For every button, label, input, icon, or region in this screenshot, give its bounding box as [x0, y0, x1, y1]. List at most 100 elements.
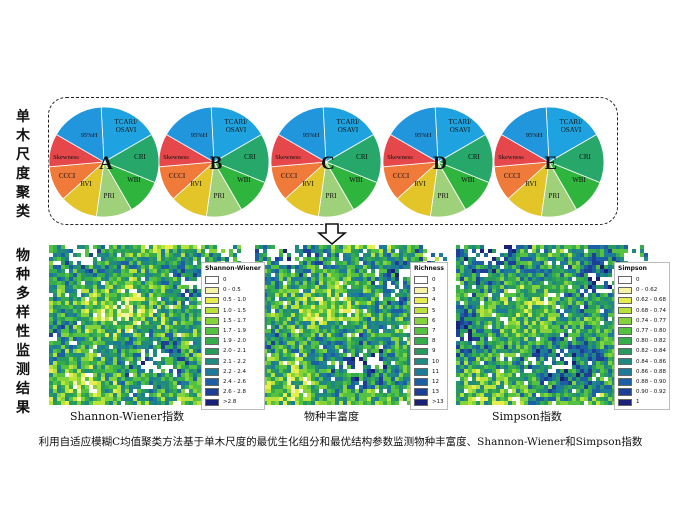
legend-swatch [205, 317, 219, 325]
pie-label-osavi: OSAVI [561, 126, 582, 134]
legend-label: 12 [432, 378, 439, 385]
pie-label-wbi: WBI [461, 176, 475, 184]
legend-swatch [618, 388, 632, 396]
legend-swatch [205, 286, 219, 295]
legend-item: 6 [414, 316, 444, 326]
pie-slice-cri [213, 133, 270, 184]
legend-swatch [205, 398, 219, 407]
left-label-single-tree-clustering: 单 木 尺 度 聚 类 [16, 109, 30, 220]
pie-chart-c: TCARI/OSAVI 95%H CRI WBI PRI RVI CCCI Skewness C [270, 106, 382, 218]
pie-label-osavi: OSAVI [338, 126, 359, 134]
pie-label-95h: 95%H [191, 132, 208, 139]
pie-label-95h: 95%H [303, 132, 320, 139]
legend-item: 7 [414, 326, 444, 336]
pie-label-skewness: Skewness [53, 154, 79, 161]
pie-slice-h95 [165, 106, 215, 163]
down-arrow-icon [317, 223, 347, 246]
legend-label: 8 [432, 338, 436, 345]
pie-label-rvi: RVI [525, 180, 537, 188]
pie-label-rvi: RVI [80, 180, 92, 188]
pie-label-wbi: WBI [349, 176, 363, 184]
legend-swatch [618, 398, 632, 407]
richness-legend: Richness 0 3 4 5 6 7 8 9 10 11 12 13 >13 [410, 262, 448, 411]
legend-item: 8 [414, 336, 444, 346]
pie-label-skewness: Skewness [498, 154, 524, 161]
legend-swatch [618, 317, 632, 325]
legend-item: 0.84 - 0.86 [618, 357, 666, 367]
pie-slice-h95 [500, 106, 550, 163]
legend-item: 3 [414, 285, 444, 295]
pie-slice-h95 [389, 106, 439, 163]
pie-label-tcari: TCARI/ [560, 118, 583, 126]
shannon-wiener-legend: Shannon-Wiener 0 0 - 0.5 0.5 - 1.0 1.0 - 1.… [201, 262, 265, 411]
pie-slice-cri [325, 133, 382, 184]
legend-label: 1.5 - 1.7 [223, 317, 246, 324]
pie-label-skewness: Skewness [163, 154, 189, 161]
caption-richness: 物种丰富度 [304, 410, 359, 423]
legend-label: 11 [432, 368, 439, 375]
legend-item: 0.80 - 0.82 [618, 336, 666, 346]
pie-letter: A [99, 153, 113, 174]
pie-label-skewness: Skewness [275, 154, 301, 161]
legend-title: Shannon-Wiener [205, 265, 261, 272]
pie-chart-b: TCARI/OSAVI 95%H CRI WBI PRI RVI CCCI Skewness B [158, 106, 270, 218]
pie-label-cri: CRI [468, 153, 480, 161]
legend-label: 5 [432, 307, 436, 314]
legend-swatch [205, 296, 219, 305]
legend-item: 0.90 - 0.92 [618, 387, 666, 397]
legend-swatch [618, 296, 632, 305]
legend-swatch [205, 306, 219, 315]
pie-label-ccci: CCCI [393, 172, 410, 180]
legend-swatch [414, 276, 428, 284]
legend-item: 4 [414, 295, 444, 305]
pie-chart-a: TCARI/OSAVI 95%H CRI WBI PRI RVI CCCI Skewness A [48, 106, 160, 218]
pie-label-pri: PRI [326, 192, 338, 200]
legend-item: 12 [414, 377, 444, 387]
legend-swatch [618, 347, 632, 356]
legend-swatch [618, 368, 632, 376]
legend-swatch [414, 388, 428, 396]
legend-label: 0.86 - 0.88 [636, 368, 666, 375]
pie-label-ccci: CCCI [169, 172, 186, 180]
legend-label: 2.0 - 2.1 [223, 348, 246, 355]
legend-label: 0.90 - 0.92 [636, 389, 666, 396]
pie-slice-cri [437, 133, 494, 184]
legend-item: 0.77 - 0.80 [618, 326, 666, 336]
pie-label-tcari: TCARI/ [225, 118, 248, 126]
pie-label-osavi: OSAVI [226, 126, 247, 134]
legend-label: 1 [636, 399, 640, 406]
legend-label: 0 - 0.62 [636, 287, 658, 294]
legend-item: 2.2 - 2.4 [205, 367, 261, 377]
pie-label-rvi: RVI [414, 180, 426, 188]
legend-title: Simpson [618, 265, 647, 272]
legend-label: 6 [432, 317, 436, 324]
pie-label-tcari: TCARI/ [115, 118, 138, 126]
legend-label: 2.1 - 2.2 [223, 358, 246, 365]
legend-item: 1.5 - 1.7 [205, 316, 261, 326]
pie-label-ccci: CCCI [281, 172, 298, 180]
pie-slice-tcari [210, 106, 263, 163]
legend-item: 9 [414, 346, 444, 356]
bottom-caption: 利用自适应模糊C均值聚类方法基于单木尺度的最优生化组分和最优结构参数监测物种丰富… [38, 436, 643, 448]
pie-label-pri: PRI [104, 192, 116, 200]
pie-label-cri: CRI [356, 153, 368, 161]
legend-swatch [618, 276, 632, 284]
pie-label-95h: 95%H [81, 132, 98, 139]
pie-label-wbi: WBI [127, 176, 141, 184]
legend-label: 2.2 - 2.4 [223, 368, 246, 375]
pie-letter: B [210, 153, 223, 174]
caption-shannon: Shannon-Wiener指数 [70, 410, 185, 423]
legend-item: 5 [414, 306, 444, 316]
legend-item: 2.4 - 2.6 [205, 377, 261, 387]
pie-label-osavi: OSAVI [116, 126, 137, 134]
legend-item: 0.86 - 0.88 [618, 367, 666, 377]
legend-label: 0.68 - 0.74 [636, 307, 666, 314]
legend-label: 0.80 - 0.82 [636, 338, 666, 345]
legend-item: 0.62 - 0.68 [618, 295, 666, 305]
legend-label: 0.74 - 0.77 [636, 317, 666, 324]
legend-item: 1.7 - 1.9 [205, 326, 261, 336]
legend-title: Richness [414, 265, 444, 272]
legend-label: 1.0 - 1.5 [223, 307, 246, 314]
legend-swatch [618, 327, 632, 335]
legend-swatch [618, 306, 632, 315]
